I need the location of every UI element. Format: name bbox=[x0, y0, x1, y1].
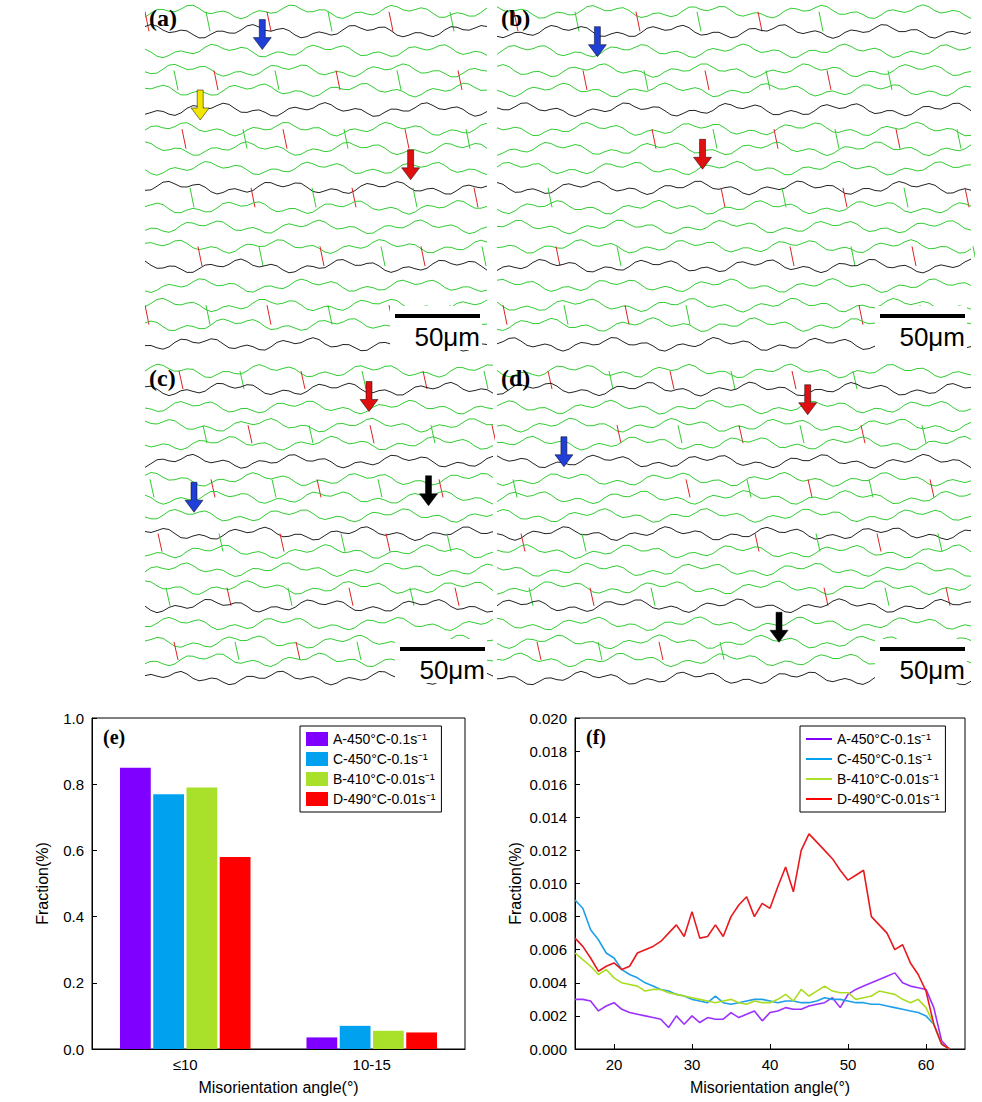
svg-text:10-15: 10-15 bbox=[353, 1056, 391, 1073]
svg-text:0.2: 0.2 bbox=[63, 974, 84, 991]
svg-text:0.004: 0.004 bbox=[529, 974, 567, 991]
svg-text:60: 60 bbox=[918, 1056, 935, 1073]
svg-text:C-450°C-0.1s⁻¹: C-450°C-0.1s⁻¹ bbox=[837, 751, 932, 767]
svg-text:≤10: ≤10 bbox=[173, 1056, 198, 1073]
svg-text:50: 50 bbox=[840, 1056, 857, 1073]
svg-text:0.006: 0.006 bbox=[529, 941, 567, 958]
svg-text:(f): (f) bbox=[586, 726, 606, 749]
svg-text:0.6: 0.6 bbox=[63, 842, 84, 859]
svg-text:0.8: 0.8 bbox=[63, 776, 84, 793]
svg-text:0.018: 0.018 bbox=[529, 743, 567, 760]
svg-text:0.000: 0.000 bbox=[529, 1041, 567, 1058]
svg-text:A-450°C-0.1s⁻¹: A-450°C-0.1s⁻¹ bbox=[837, 731, 931, 747]
svg-text:D-490°C-0.01s⁻¹: D-490°C-0.01s⁻¹ bbox=[333, 791, 436, 807]
svg-text:40: 40 bbox=[762, 1056, 779, 1073]
svg-text:0.016: 0.016 bbox=[529, 776, 567, 793]
svg-text:Fraction(%): Fraction(%) bbox=[507, 842, 524, 925]
svg-text:B-410°C-0.01s⁻¹: B-410°C-0.01s⁻¹ bbox=[333, 771, 435, 787]
svg-text:0.012: 0.012 bbox=[529, 842, 567, 859]
svg-text:0.008: 0.008 bbox=[529, 908, 567, 925]
svg-text:0.014: 0.014 bbox=[529, 809, 567, 826]
svg-text:Misorientation angle(°): Misorientation angle(°) bbox=[690, 1079, 850, 1096]
svg-text:0.002: 0.002 bbox=[529, 1007, 567, 1024]
svg-text:0.0: 0.0 bbox=[63, 1041, 84, 1058]
svg-text:(d): (d) bbox=[501, 365, 530, 391]
svg-text:0.010: 0.010 bbox=[529, 875, 567, 892]
svg-text:0.020: 0.020 bbox=[529, 710, 567, 727]
svg-text:50μm: 50μm bbox=[414, 322, 480, 352]
svg-text:D-490°C-0.01s⁻¹: D-490°C-0.01s⁻¹ bbox=[837, 791, 940, 807]
svg-text:(b): (b) bbox=[501, 5, 530, 31]
svg-text:1.0: 1.0 bbox=[63, 710, 84, 727]
svg-text:(c): (c) bbox=[149, 365, 176, 391]
svg-text:20: 20 bbox=[606, 1056, 623, 1073]
svg-text:Misorientation angle(°): Misorientation angle(°) bbox=[198, 1079, 358, 1096]
svg-text:50μm: 50μm bbox=[419, 655, 485, 685]
svg-text:30: 30 bbox=[684, 1056, 701, 1073]
svg-text:B-410°C-0.01s⁻¹: B-410°C-0.01s⁻¹ bbox=[837, 771, 939, 787]
svg-text:(a): (a) bbox=[149, 5, 177, 31]
svg-text:Fraction(%): Fraction(%) bbox=[34, 842, 51, 925]
svg-text:(e): (e) bbox=[103, 726, 125, 749]
svg-text:50μm: 50μm bbox=[899, 655, 965, 685]
svg-text:50μm: 50μm bbox=[899, 322, 965, 352]
svg-text:0.4: 0.4 bbox=[63, 908, 84, 925]
svg-text:C-450°C-0.1s⁻¹: C-450°C-0.1s⁻¹ bbox=[333, 751, 428, 767]
svg-text:A-450°C-0.1s⁻¹: A-450°C-0.1s⁻¹ bbox=[333, 731, 427, 747]
